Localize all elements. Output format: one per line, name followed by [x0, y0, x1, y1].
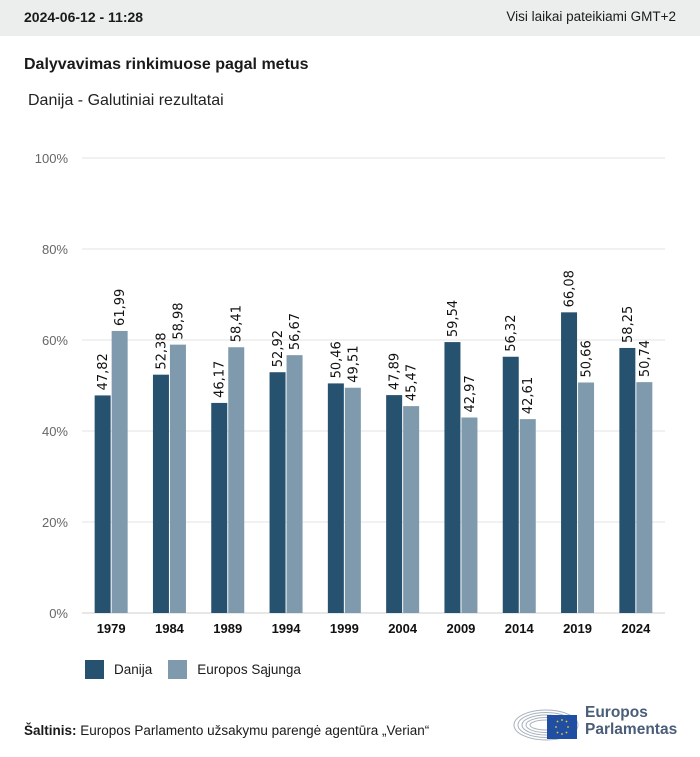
bar-value-label: 46,17	[213, 361, 228, 398]
bar-eu[interactable]	[578, 382, 595, 613]
bar-value-label: 58,41	[230, 305, 245, 342]
bar-danija[interactable]	[94, 395, 111, 613]
gridlines	[82, 157, 665, 614]
y-tick-label: 100%	[35, 151, 69, 166]
legend-item-eu[interactable]: Europos Sąjunga	[168, 660, 301, 679]
y-tick-label: 20%	[42, 515, 68, 530]
bar-chart: 0%20%40%60%80%100% 47,8261,9952,3858,984…	[35, 151, 665, 636]
x-tick-label: 2004	[388, 621, 418, 636]
x-tick-label: 2009	[446, 621, 475, 636]
y-tick-label: 0%	[49, 606, 68, 621]
datetime: 2024-06-12 - 11:28	[24, 9, 144, 25]
top-bar: 2024-06-12 - 11:28 Visi laikai pateikiam…	[0, 0, 700, 36]
legend-label-danija: Danija	[114, 662, 153, 677]
bar-value-label: 49,51	[346, 346, 361, 383]
bar-eu[interactable]	[519, 419, 536, 613]
source-label: Šaltinis:	[24, 723, 77, 738]
bar-eu[interactable]	[169, 344, 186, 613]
logo-text: Europos Parlamentas	[585, 704, 678, 738]
x-tick-label: 2019	[563, 621, 592, 636]
bar-danija[interactable]	[561, 312, 578, 613]
eu-flag-icon	[547, 715, 577, 739]
bar-danija[interactable]	[444, 342, 461, 613]
bar-value-label: 52,92	[271, 330, 286, 367]
source-note: Šaltinis: Europos Parlamento užsakymu pa…	[24, 723, 429, 738]
legend-item-danija[interactable]: Danija	[85, 660, 152, 679]
chart-title: Dalyvavimas rinkimuose pagal metus	[24, 56, 309, 73]
bar-value-label: 56,32	[504, 315, 519, 352]
bar-value-label: 50,46	[329, 341, 344, 378]
bar-danija[interactable]	[619, 347, 636, 613]
bar-value-label: 58,98	[171, 302, 186, 339]
bar-danija[interactable]	[211, 402, 228, 613]
parliament-hemicycle-icon	[513, 709, 579, 741]
bar-value-label: 66,08	[563, 270, 578, 307]
x-tick-label: 1979	[97, 621, 126, 636]
bar-eu[interactable]	[286, 355, 303, 613]
legend-swatch-danija	[85, 660, 104, 679]
x-tick-label: 1984	[155, 621, 185, 636]
bar-danija[interactable]	[386, 395, 403, 613]
x-tick-label: 2024	[621, 621, 651, 636]
bar-value-label: 42,61	[521, 377, 536, 414]
x-tick-label: 1994	[272, 621, 302, 636]
bar-value-label: 50,74	[638, 340, 653, 377]
bar-value-label: 42,97	[463, 375, 478, 412]
y-axis-ticks: 0% 20% 40% 60% 80% 100%	[35, 151, 69, 621]
source-text: Europos Parlamento užsakymu parengė agen…	[80, 723, 430, 738]
bar-value-label: 50,66	[580, 340, 595, 377]
bar-danija[interactable]	[327, 383, 344, 613]
legend-swatch-eu	[168, 660, 188, 679]
bar-eu[interactable]	[228, 347, 245, 613]
bar-eu[interactable]	[344, 387, 361, 613]
bar-value-label: 47,82	[96, 353, 111, 390]
bar-value-label: 47,89	[388, 353, 403, 390]
x-tick-label: 1989	[213, 621, 242, 636]
bar-value-label: 58,25	[621, 306, 636, 343]
bar-eu[interactable]	[111, 330, 128, 613]
x-tick-label: 1999	[330, 621, 359, 636]
legend: Danija Europos Sąjunga	[85, 660, 317, 679]
bar-eu[interactable]	[403, 406, 420, 613]
bar-value-label: 61,99	[113, 289, 128, 326]
chart-subtitle: Danija - Galutiniai rezultatai	[28, 92, 224, 109]
bar-eu[interactable]	[636, 382, 653, 613]
y-tick-label: 60%	[42, 333, 68, 348]
timezone-note: Visi laikai pateikiami GMT+2	[506, 9, 676, 24]
bar-value-label: 59,54	[446, 300, 461, 337]
bar-value-label: 45,47	[405, 364, 420, 401]
european-parliament-logo: Europos Parlamentas	[513, 701, 683, 741]
bar-eu[interactable]	[461, 417, 478, 613]
bar-value-label: 52,38	[154, 332, 169, 369]
bar-danija[interactable]	[269, 372, 286, 613]
bar-value-label: 56,67	[288, 313, 303, 350]
legend-label-eu: Europos Sąjunga	[197, 662, 301, 677]
x-axis-ticks: 1979 1984 1989 1994 1999 2004 2009 2014 2019 2024	[97, 621, 651, 636]
bar-danija[interactable]	[502, 356, 519, 613]
x-tick-label: 2014	[505, 621, 535, 636]
y-tick-label: 40%	[42, 424, 68, 439]
y-tick-label: 80%	[42, 242, 68, 257]
bar-danija[interactable]	[152, 374, 169, 613]
